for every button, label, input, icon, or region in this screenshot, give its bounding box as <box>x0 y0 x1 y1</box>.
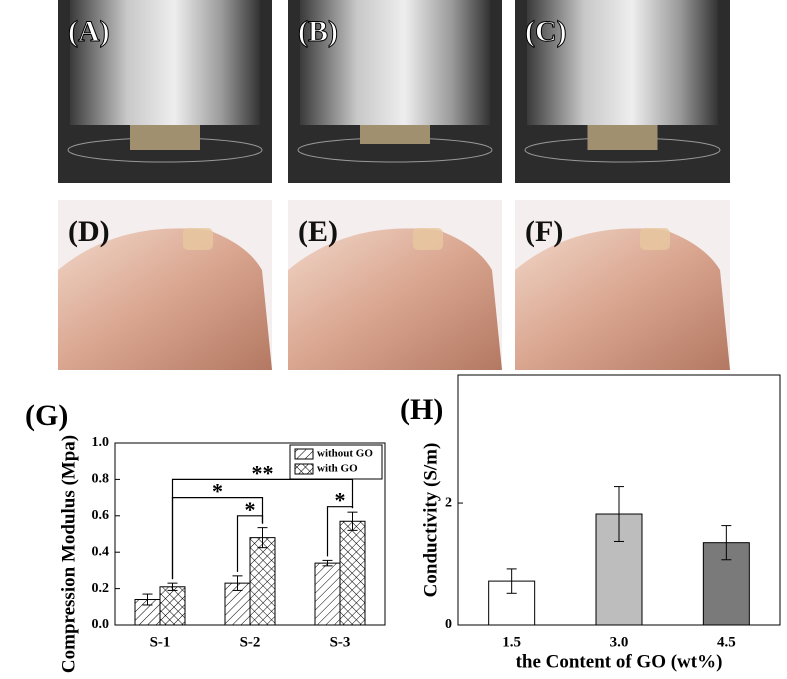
error-bar <box>506 568 517 594</box>
x-axis-label: the Content of GO (wt%) <box>516 651 723 672</box>
photos: (A) (B) (C) (D) (E) (F) <box>58 0 730 370</box>
bar <box>339 520 366 626</box>
hand <box>515 228 730 370</box>
legend-swatch <box>294 463 314 475</box>
error-bar <box>614 486 624 542</box>
x-tick-label: S-2 <box>240 634 261 650</box>
error-bar <box>167 582 178 591</box>
hydrogel-sample <box>183 228 213 250</box>
load-cell <box>527 0 718 125</box>
y-tick-label: 0.6 <box>92 508 110 523</box>
y-tick-label: 0.2 <box>92 581 110 596</box>
y-tick-label: 2 <box>445 495 452 510</box>
error-bar <box>347 511 358 531</box>
error-bar <box>721 525 732 561</box>
significance-label: * <box>245 497 256 522</box>
hand <box>288 228 502 370</box>
significance-label: * <box>212 479 223 504</box>
legend-label: with GO <box>317 463 358 475</box>
panel-label: (D) <box>68 215 110 248</box>
legend-swatch <box>294 448 314 460</box>
significance-bracket <box>326 506 354 557</box>
significance-label: ** <box>252 460 274 485</box>
hydrogel-sample <box>130 125 200 150</box>
x-tick-label: S-3 <box>330 634 351 650</box>
panel-label: (F) <box>525 215 563 248</box>
panel-label: (C) <box>525 15 567 48</box>
hydrogel-sample <box>587 125 658 150</box>
bar <box>159 586 186 626</box>
hydrogel-sample <box>640 228 670 250</box>
y-tick-label: 0.4 <box>92 544 110 559</box>
x-tick-label: 1.5 <box>502 634 521 650</box>
x-tick-label: 4.5 <box>717 634 736 650</box>
y-tick-label: 1.0 <box>92 435 110 450</box>
panel-label: (E) <box>298 215 338 248</box>
panel-label: (G) <box>25 399 68 432</box>
y-axis-label: Compression Modulus (Mpa) <box>58 435 79 673</box>
y-tick-label: 0.0 <box>92 617 110 632</box>
hand <box>58 228 272 370</box>
x-tick-label: S-1 <box>150 634 171 650</box>
panel-label: (A) <box>68 15 110 48</box>
error-bar <box>322 559 333 567</box>
panel-label: (B) <box>298 15 338 48</box>
load-cell <box>300 0 490 125</box>
panel-label: (H) <box>400 393 443 426</box>
significance-bracket <box>171 497 264 580</box>
legend: without GO with GO <box>289 444 383 480</box>
legend-label: without GO <box>317 448 373 460</box>
hydrogel-sample <box>413 228 443 250</box>
error-bar <box>257 527 268 549</box>
bar <box>314 562 341 626</box>
y-tick-label: 0 <box>445 617 452 632</box>
bar <box>249 537 276 626</box>
significance-bracket <box>236 515 264 572</box>
y-tick-label: 0.8 <box>92 472 110 487</box>
error-bar <box>232 575 243 591</box>
hydrogel-sample <box>360 125 430 144</box>
y-axis-label: Conductivity (S/m) <box>420 443 441 598</box>
error-bar <box>142 593 153 606</box>
significance-label: * <box>335 488 346 513</box>
x-tick-label: 3.0 <box>610 634 629 650</box>
load-cell <box>70 0 260 125</box>
